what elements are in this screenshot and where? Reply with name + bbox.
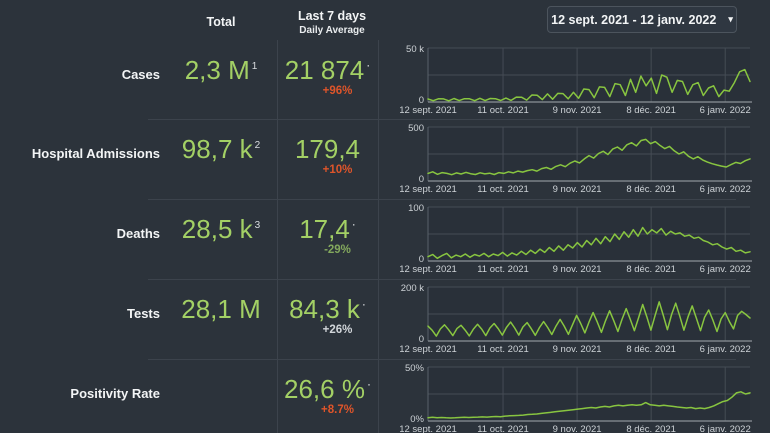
x-axis-tick: 6 janv. 2022 <box>700 184 751 195</box>
daily-average-value: 26,6 % · <box>284 374 371 404</box>
x-axis-tick: 12 sept. 2021 <box>400 264 457 275</box>
daily-average-value: 21 874 · <box>284 55 371 85</box>
y-axis-min-label: 0% <box>410 414 424 425</box>
x-axis-tick: 6 janv. 2022 <box>700 105 751 116</box>
total-value: 28,1 M <box>181 294 261 324</box>
x-axis-tick: 12 sept. 2021 <box>400 344 457 355</box>
daily-average-value: 17,4 · <box>299 214 356 244</box>
row-label-cases: Cases <box>121 67 160 82</box>
footnote-marker: · <box>361 297 366 312</box>
metric-row-hospital-admissions: Hospital Admissions 98,7 k 2 179,4 +10% <box>0 119 770 199</box>
x-axis-tick: 8 déc. 2021 <box>626 105 676 116</box>
y-axis-min-label: 0 <box>419 174 424 185</box>
x-axis-tick: 12 sept. 2021 <box>400 105 457 116</box>
footnote-marker: · <box>351 217 356 232</box>
y-axis-max-label: 500 <box>408 123 424 134</box>
column-header-daily-average: Daily Average <box>299 25 365 36</box>
footnote-marker: 3 <box>254 220 261 232</box>
column-divider <box>378 40 379 433</box>
trend-chart-positivity-rate: 50% 0%12 sept. 2021 11 oct. 2021 9 nov. 202… <box>400 363 752 433</box>
row-divider <box>148 199 736 200</box>
row-label-positivity-rate: Positivity Rate <box>70 386 160 401</box>
x-axis-tick: 8 déc. 2021 <box>626 424 676 433</box>
column-header-last7days-title: Last 7 days <box>297 9 367 23</box>
metric-row-cases: Cases 2,3 M 1 21 874 · +96% <box>0 40 770 120</box>
column-header-total: Total <box>206 15 236 29</box>
x-axis-tick: 9 nov. 2021 <box>553 105 602 116</box>
x-axis-tick: 6 janv. 2022 <box>700 344 751 355</box>
x-axis-tick: 9 nov. 2021 <box>553 424 602 433</box>
column-header-last7days: Last 7 days Daily Average <box>277 9 387 36</box>
x-axis-tick: 12 sept. 2021 <box>400 424 457 433</box>
change-badge: +26% <box>322 324 353 336</box>
x-axis-tick: 11 oct. 2021 <box>477 344 529 355</box>
row-divider <box>148 359 736 360</box>
change-badge: -29% <box>324 244 351 256</box>
x-axis-tick: 9 nov. 2021 <box>553 344 602 355</box>
y-axis-min-label: 0 <box>419 95 424 106</box>
footnote-marker: 2 <box>254 140 261 152</box>
y-axis-min-label: 0 <box>419 334 424 345</box>
row-divider <box>148 279 736 280</box>
x-axis-tick: 6 janv. 2022 <box>700 424 751 433</box>
x-axis-tick: 11 oct. 2021 <box>477 264 529 275</box>
y-axis-max-label: 50% <box>405 363 425 374</box>
x-axis-tick: 11 oct. 2021 <box>477 424 529 433</box>
row-label-deaths: Deaths <box>116 226 160 241</box>
trend-chart-cases: 50 k 012 sept. 2021 11 oct. 2021 9 nov. 202… <box>400 44 752 116</box>
x-axis-tick: 9 nov. 2021 <box>553 264 602 275</box>
date-range-picker[interactable]: 12 sept. 2021 - 12 janv. 2022 ▾ <box>547 6 737 33</box>
y-axis-max-label: 50 k <box>406 44 424 55</box>
x-axis-tick: 12 sept. 2021 <box>400 184 457 195</box>
y-axis-max-label: 100 <box>408 203 424 214</box>
x-axis-tick: 6 janv. 2022 <box>700 264 751 275</box>
x-axis-tick: 11 oct. 2021 <box>477 184 529 195</box>
x-axis-tick: 11 oct. 2021 <box>477 105 529 116</box>
x-axis-tick: 8 déc. 2021 <box>626 344 676 355</box>
row-divider <box>148 119 736 120</box>
row-label-tests: Tests <box>127 306 160 321</box>
daily-average-value: 84,3 k · <box>289 294 366 324</box>
metric-row-tests: Tests 28,1 M 84,3 k · +26% <box>0 279 770 359</box>
change-badge: +8.7% <box>321 404 354 416</box>
footnote-marker: 1 <box>251 61 258 73</box>
x-axis-tick: 8 déc. 2021 <box>626 184 676 195</box>
daily-average-value: 179,4 <box>294 134 361 164</box>
footnote-marker: · <box>366 58 371 73</box>
change-badge: +96% <box>322 85 353 97</box>
change-badge: +10% <box>322 164 353 176</box>
metric-row-positivity-rate: Positivity Rate 26,6 % · +8.7% <box>0 359 770 433</box>
x-axis-tick: 8 déc. 2021 <box>626 264 676 275</box>
chevron-down-icon: ▾ <box>728 14 733 24</box>
column-divider <box>277 40 278 433</box>
trend-chart-deaths: 100 012 sept. 2021 11 oct. 2021 9 nov. 2021… <box>400 203 752 275</box>
row-label-hospital-admissions: Hospital Admissions <box>31 146 160 161</box>
y-axis-max-label: 200 k <box>401 283 424 294</box>
footnote-marker: · <box>366 377 371 392</box>
date-range-value: 12 sept. 2021 - 12 janv. 2022 <box>551 12 717 27</box>
metric-row-deaths: Deaths 28,5 k 3 17,4 · -29% <box>0 199 770 279</box>
x-axis-tick: 9 nov. 2021 <box>553 184 602 195</box>
trend-chart-hospital-admissions: 500 012 sept. 2021 11 oct. 2021 9 nov. 2021… <box>400 123 752 195</box>
y-axis-min-label: 0 <box>419 254 424 265</box>
trend-chart-tests: 200 k 012 sept. 2021 11 oct. 2021 9 nov. 20… <box>400 283 752 355</box>
